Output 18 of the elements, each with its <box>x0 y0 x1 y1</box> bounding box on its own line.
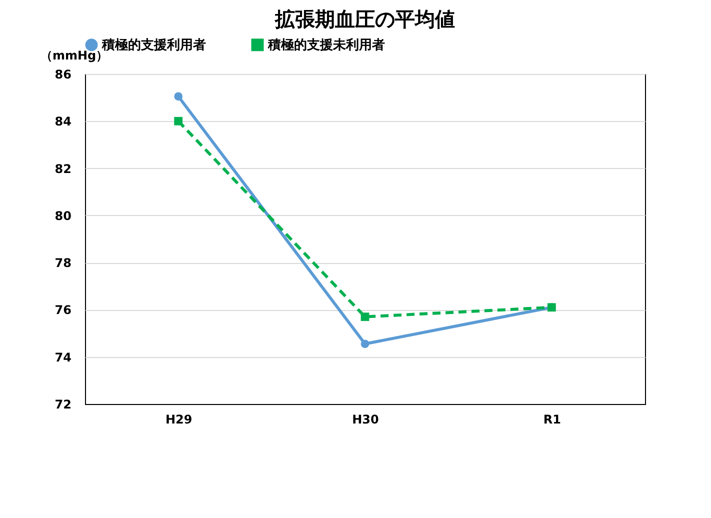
y-tick-label: 84 <box>54 114 72 129</box>
point <box>360 340 370 348</box>
y-tick-label: 74 <box>54 350 72 364</box>
y-tick-label: 82 <box>54 162 72 176</box>
y-tick-label: 72 <box>54 398 72 412</box>
chart-title: 拡張期血圧の平均値 <box>274 7 455 31</box>
x-tick-label: R1 <box>543 412 561 426</box>
x-tick-label: H29 <box>165 412 192 426</box>
y-tick-label: 78 <box>54 256 72 270</box>
y-tick-label: 80 <box>54 208 72 223</box>
legend-label: 積極的支援利用者 <box>101 36 206 53</box>
x-tick-label: H30 <box>352 412 379 426</box>
point <box>360 312 370 321</box>
point <box>174 92 183 101</box>
y-tick-label: 76 <box>54 303 72 318</box>
legend-label: 積極的支援未利用者 <box>267 36 385 53</box>
y-tick-label: 86 <box>54 68 72 82</box>
point <box>174 116 183 126</box>
